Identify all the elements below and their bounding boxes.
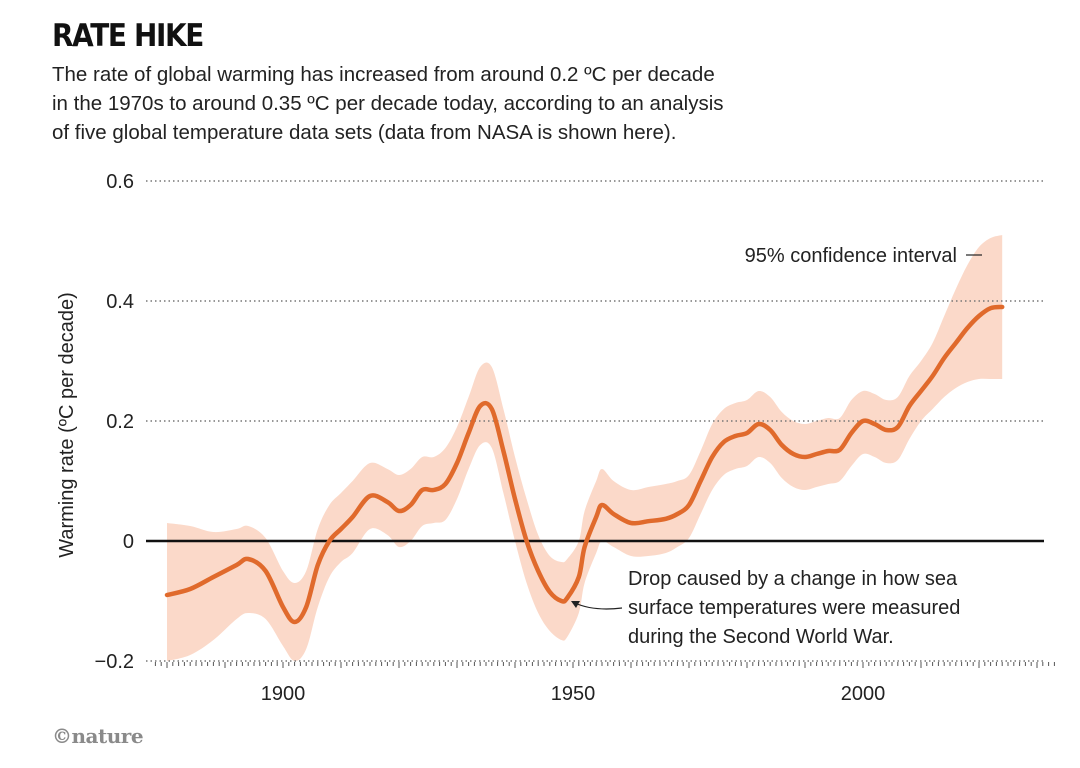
annotation-text: during the Second World War. <box>628 626 894 648</box>
annotation-arrowhead <box>571 601 580 608</box>
subtitle-line: in the 1970s to around 0.35 ºC per decad… <box>52 92 724 115</box>
subtitle-line: The rate of global warming has increased… <box>52 63 715 86</box>
y-tick-label: 0 <box>123 531 134 553</box>
series-line <box>164 304 1005 625</box>
chart-subtitle: The rate of global warming has increased… <box>52 60 872 147</box>
y-tick-label: 0.4 <box>106 291 134 313</box>
annotation-text: Drop caused by a change in how sea <box>628 568 958 590</box>
annotation-arrow <box>574 602 623 610</box>
y-tick-label: 0.2 <box>106 411 134 433</box>
x-tick-label: 2000 <box>841 683 886 705</box>
x-tick-label: 1950 <box>551 683 596 705</box>
warming-rate-chart: Warming rate (ºC per decade) −0.2 0 0.2 0.4… <box>56 171 1055 705</box>
confidence-band <box>167 235 1003 662</box>
y-tick-label: −0.2 <box>95 651 134 673</box>
confidence-interval-label: 95% confidence interval <box>745 245 957 267</box>
y-axis-label: Warming rate (ºC per decade) <box>56 292 78 558</box>
y-tick-label: 0.6 <box>106 171 134 193</box>
annotation-text: surface temperatures were measured <box>628 597 960 619</box>
x-tick-label: 1900 <box>261 683 306 705</box>
nature-credit: ©nature <box>52 724 144 748</box>
subtitle-line: of five global temperature data sets (da… <box>52 121 677 144</box>
chart-title: RATE HIKE <box>52 18 204 54</box>
